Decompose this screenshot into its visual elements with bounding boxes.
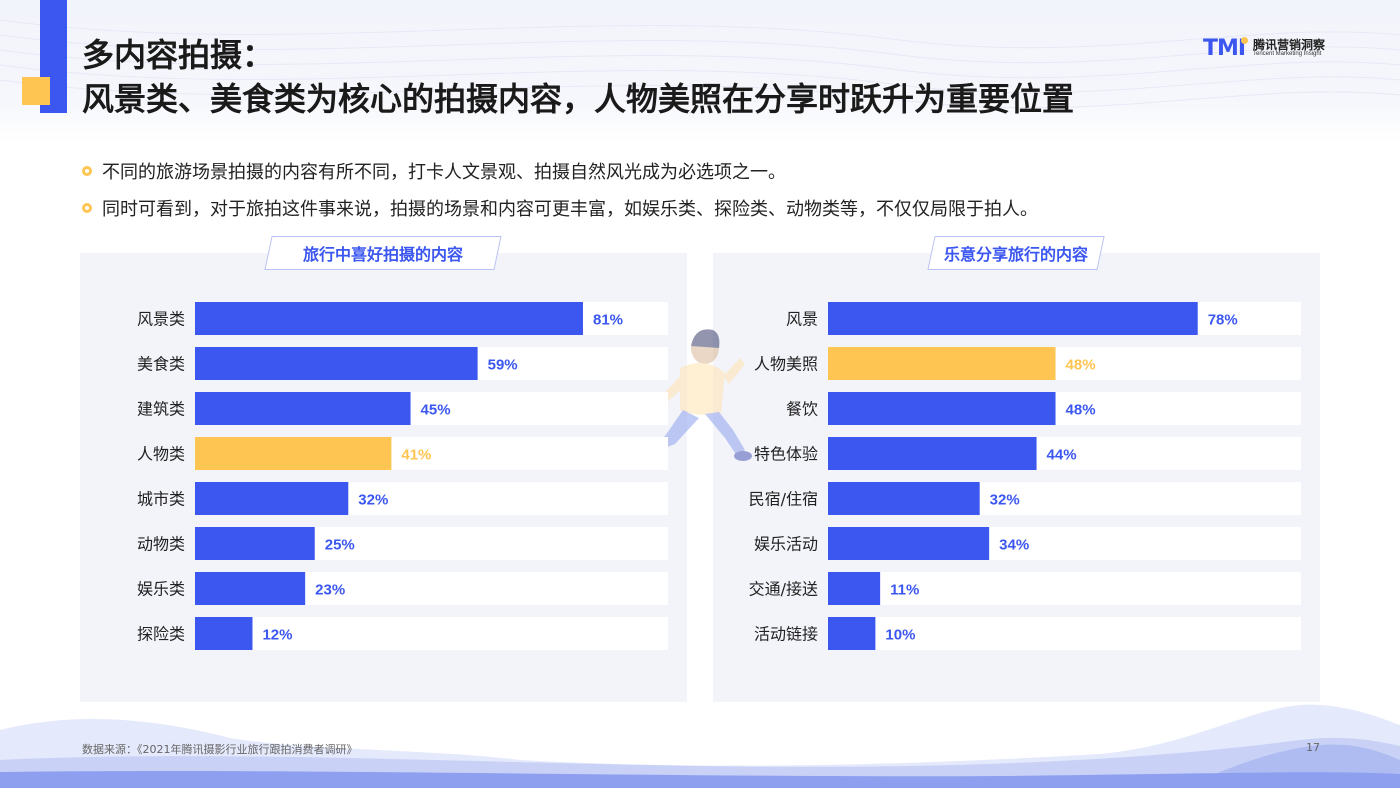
bar-人物美照 — [828, 347, 1056, 380]
page-title-line1: 多内容拍摄： — [82, 36, 275, 74]
category-label: 娱乐类 — [137, 580, 185, 599]
category-label: 活动链接 — [754, 625, 818, 644]
page-title-line2: 风景类、美食类为核心的拍摄内容，人物美照在分享时跃升为重要位置 — [82, 80, 1075, 118]
logo-text-cn: 腾讯营销洞察 — [1253, 38, 1326, 52]
bullet-item: 同时可看到，对于旅拍这件事来说，拍摄的场景和内容可更丰富，如娱乐类、探险类、动物… — [82, 197, 1038, 220]
category-label: 探险类 — [137, 625, 185, 644]
value-label: 32% — [990, 492, 1020, 509]
bullet-circle-icon — [82, 203, 92, 213]
header-band — [0, 0, 1400, 143]
bar-探险类 — [195, 617, 253, 650]
logo-dot-icon — [1241, 37, 1248, 44]
bullet-item: 不同的旅游场景拍摄的内容有所不同，打卡人文景观、拍摄自然风光成为必选项之一。 — [82, 160, 786, 183]
bar-风景类 — [195, 302, 583, 335]
category-label: 动物类 — [137, 535, 185, 554]
value-label: 34% — [999, 537, 1029, 554]
category-label: 特色体验 — [754, 445, 818, 464]
category-label: 风景 — [786, 310, 818, 329]
value-label: 48% — [1066, 402, 1096, 419]
bullet-text: 同时可看到，对于旅拍这件事来说，拍摄的场景和内容可更丰富，如娱乐类、探险类、动物… — [102, 199, 1038, 220]
category-label: 风景类 — [137, 310, 185, 329]
value-label: 59% — [488, 357, 518, 374]
bar-track — [828, 617, 1301, 650]
bullet-circle-icon — [82, 166, 92, 176]
page-number: 17 — [1306, 741, 1320, 754]
category-label: 民宿/住宿 — [749, 490, 818, 509]
value-label: 32% — [358, 492, 388, 509]
value-label: 45% — [421, 402, 451, 419]
bar-track — [828, 572, 1301, 605]
value-label: 23% — [315, 582, 345, 599]
category-label: 美食类 — [137, 355, 185, 374]
bar-动物类 — [195, 527, 315, 560]
bar-活动链接 — [828, 617, 876, 650]
category-label: 人物美照 — [754, 355, 818, 374]
bar-城市类 — [195, 482, 349, 515]
bar-餐饮 — [828, 392, 1056, 425]
bar-track — [195, 617, 668, 650]
value-label: 11% — [890, 582, 919, 599]
value-label: 12% — [262, 627, 292, 644]
bar-美食类 — [195, 347, 478, 380]
category-label: 建筑类 — [137, 400, 185, 419]
value-label: 41% — [401, 447, 431, 464]
header-wave-decoration — [0, 19, 1400, 109]
value-label: 81% — [593, 312, 623, 329]
category-label: 交通/接送 — [749, 580, 818, 599]
bar-人物类 — [195, 437, 392, 470]
accent-square-yellow — [22, 77, 50, 105]
bar-风景 — [828, 302, 1198, 335]
value-label: 25% — [325, 537, 355, 554]
category-label: 城市类 — [137, 490, 185, 509]
category-label: 餐饮 — [786, 400, 818, 419]
value-label: 48% — [1066, 357, 1096, 374]
logo-mark: TMI — [1203, 36, 1246, 61]
footer-wave-decoration — [0, 704, 1400, 788]
category-label: 娱乐活动 — [754, 535, 818, 554]
bullet-text: 不同的旅游场景拍摄的内容有所不同，打卡人文景观、拍摄自然风光成为必选项之一。 — [102, 162, 786, 183]
bar-特色体验 — [828, 437, 1037, 470]
bar-交通/接送 — [828, 572, 881, 605]
bar-建筑类 — [195, 392, 411, 425]
logo-text-en: Tencent Marketing Insight — [1253, 51, 1322, 57]
bar-娱乐类 — [195, 572, 306, 605]
data-source-note: 数据来源：《2021年腾讯摄影行业旅行跟拍消费者调研》 — [82, 743, 358, 756]
bar-娱乐活动 — [828, 527, 990, 560]
value-label: 78% — [1208, 312, 1238, 329]
value-label: 10% — [885, 627, 915, 644]
bar-民宿/住宿 — [828, 482, 980, 515]
category-label: 人物类 — [137, 445, 185, 464]
value-label: 44% — [1047, 447, 1077, 464]
